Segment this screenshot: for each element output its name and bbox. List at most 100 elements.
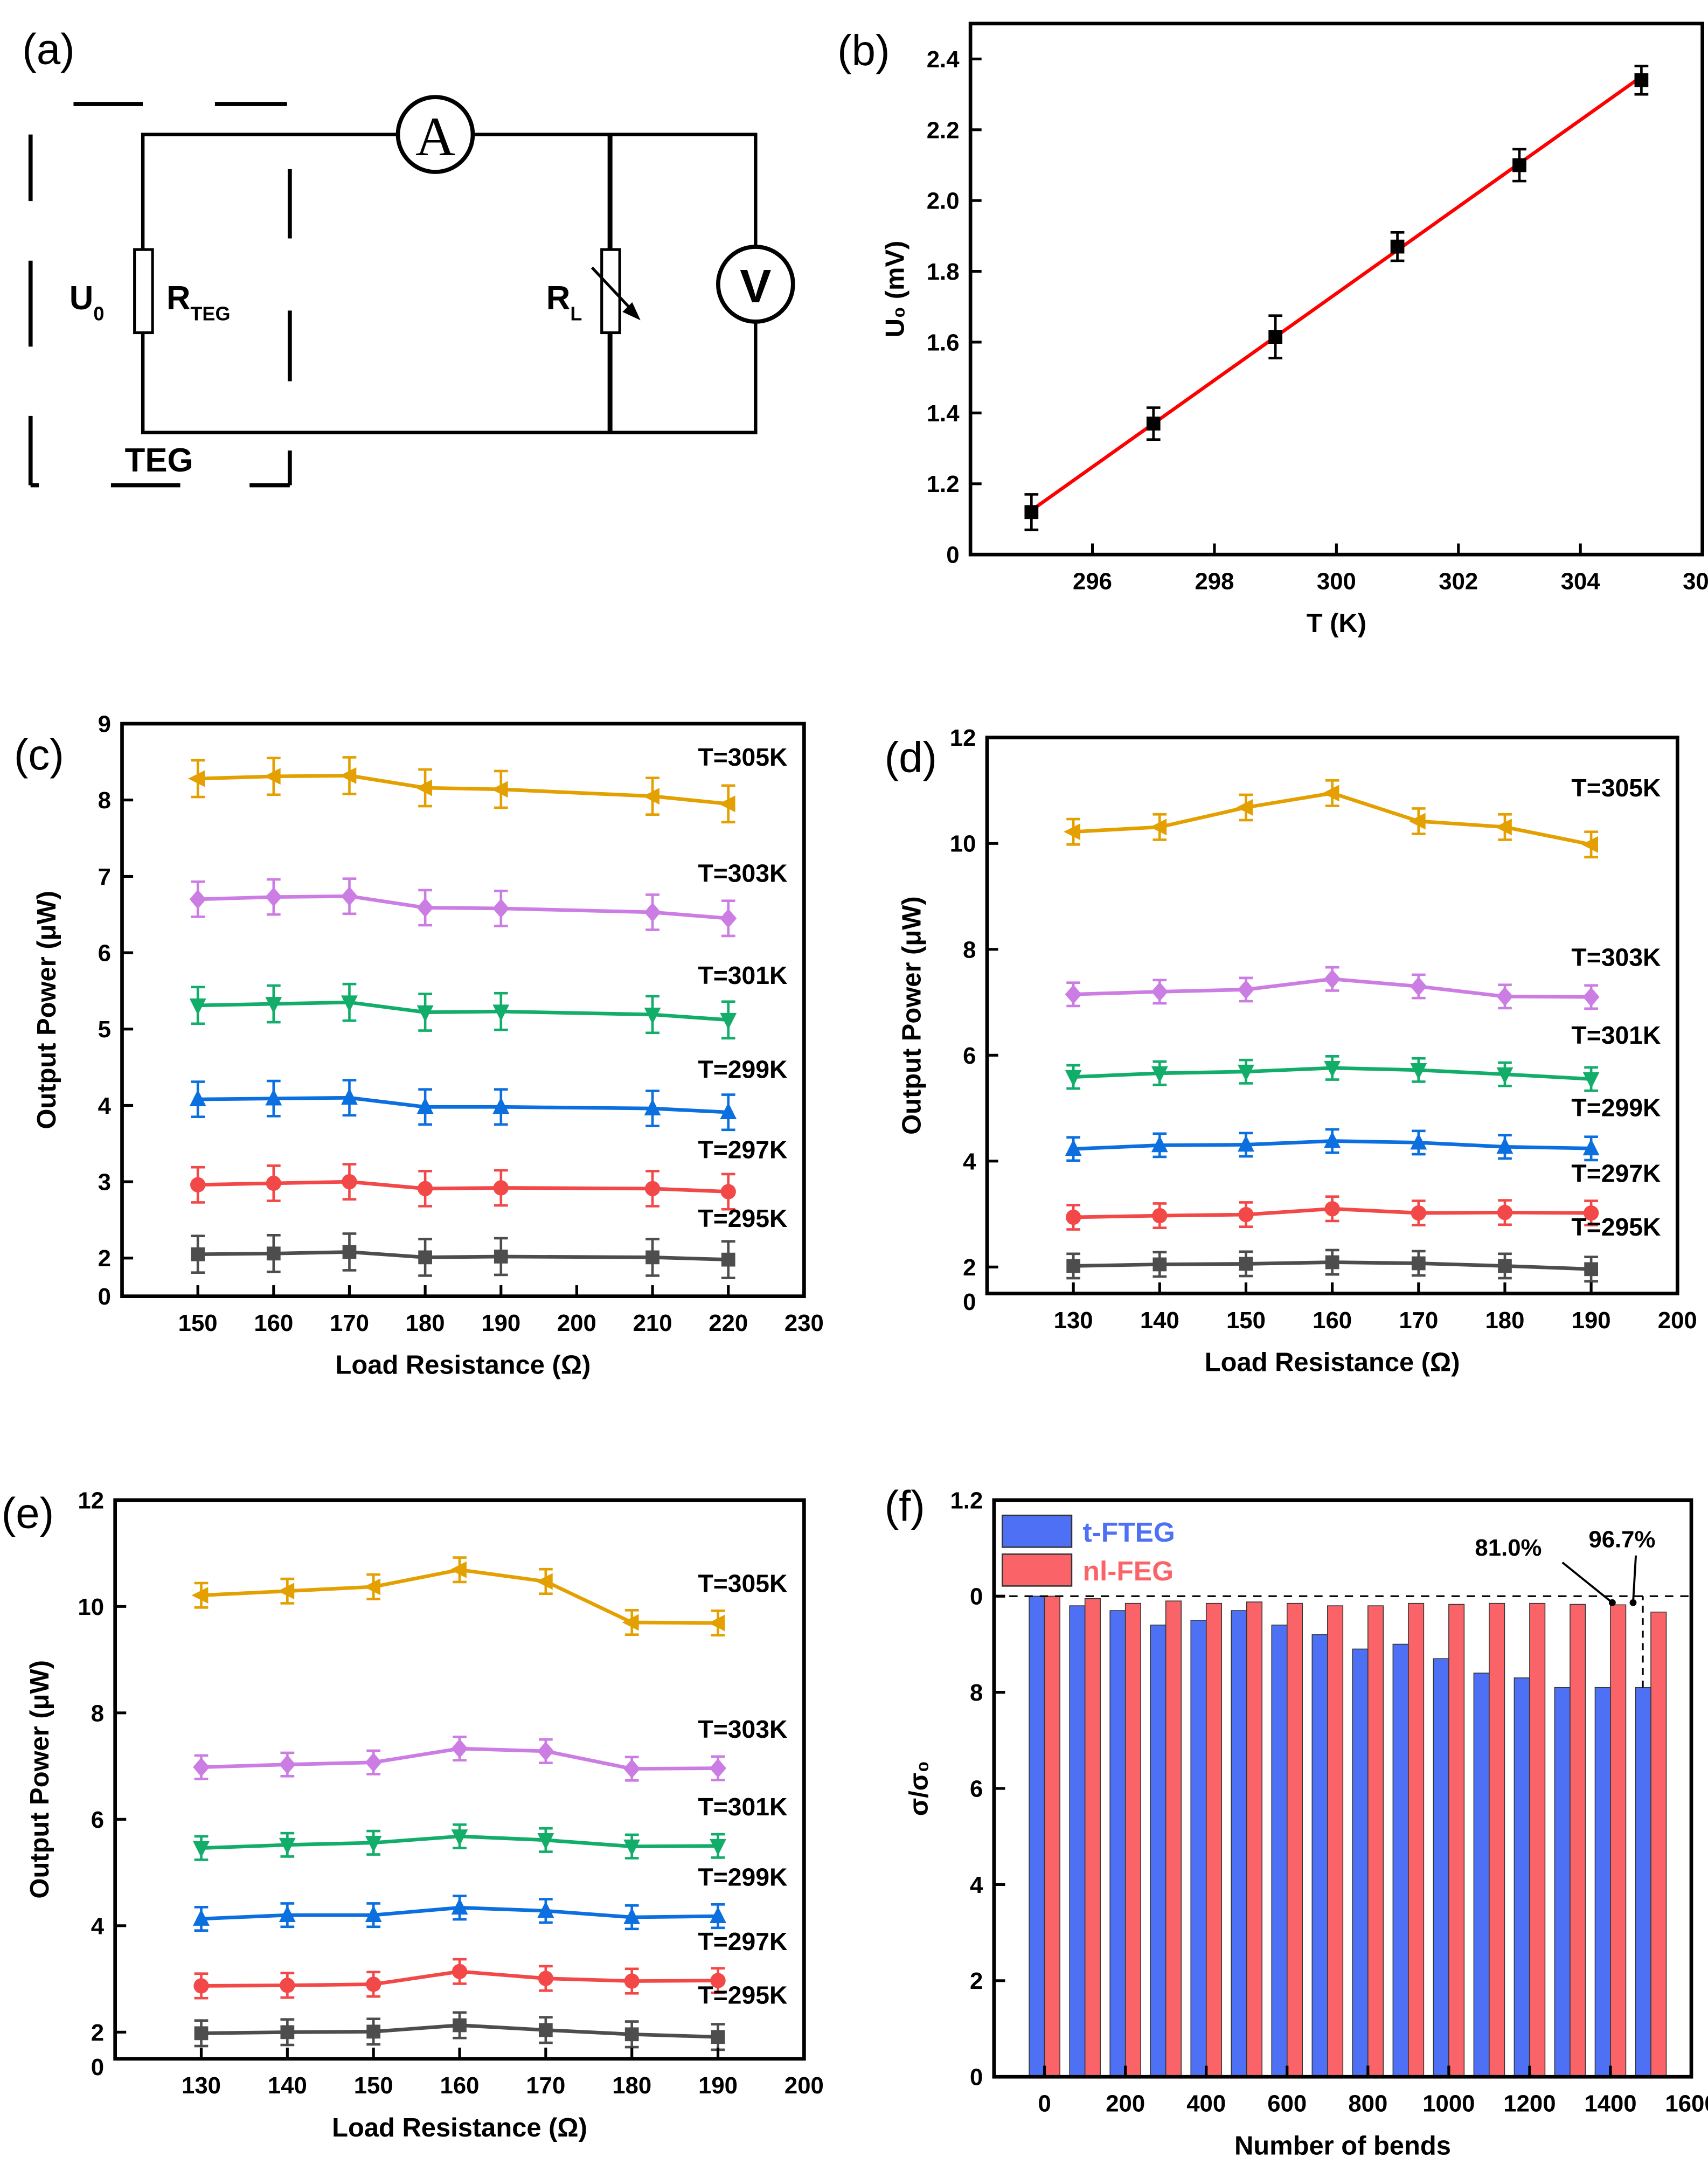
circle-marker [1066, 1209, 1081, 1225]
x-tick-label: 180 [612, 2072, 651, 2099]
series-label: T=297K [1571, 1160, 1661, 1188]
legend-label: t-FTEG [1083, 1516, 1175, 1548]
y-tick-label: 2.4 [927, 46, 960, 73]
bar-t-fteg [1069, 1605, 1086, 2077]
y-tick-label: 2 [91, 2020, 104, 2046]
y-tick-label: 3 [98, 1169, 111, 1196]
x-tick-label: 180 [406, 1310, 445, 1336]
triangle-up-marker [1582, 1139, 1600, 1156]
square-marker [1634, 73, 1649, 87]
x-tick-label: 160 [1313, 1307, 1352, 1334]
x-axis-label: Load Resistance (Ω) [1205, 1348, 1460, 1377]
variable-arrow-icon [591, 266, 635, 313]
diamond-marker [451, 1739, 468, 1759]
triangle-left-marker [1495, 819, 1512, 836]
r-l-main: R [546, 280, 571, 317]
voltmeter-icon [716, 245, 795, 324]
triangle-left-marker [1236, 799, 1253, 816]
x-tick-label: 200 [784, 2072, 824, 2099]
y-tick-label: 0 [98, 1284, 111, 1310]
square-marker [1325, 1255, 1339, 1270]
series-label: T=305K [1571, 774, 1661, 802]
y-tick-label: 4 [970, 1872, 983, 1898]
square-marker [266, 1246, 281, 1261]
triangle-left-marker [188, 770, 205, 787]
arrowhead-icon [622, 302, 641, 321]
x-tick-label: 298 [1195, 568, 1234, 594]
square-marker [645, 1250, 659, 1265]
series-data [1024, 65, 1649, 531]
series-label: T=295K [698, 1981, 788, 2009]
y-tick-label: 12 [950, 725, 976, 751]
x-axis-label: Load Resistance (Ω) [336, 1351, 591, 1380]
bar-t-fteg [1311, 1634, 1328, 2077]
panel-label-a: (a) [22, 25, 74, 73]
diamond-marker [193, 1757, 210, 1777]
y-tick-label: 6 [98, 940, 111, 967]
wire-bottom [141, 321, 758, 434]
triangle-down-marker [623, 1839, 641, 1856]
bar-t-fteg [1473, 1673, 1490, 2077]
series-label: T=297K [698, 1135, 788, 1163]
fit-line [1030, 75, 1643, 512]
y-tick-label: 1.8 [927, 259, 960, 285]
triangle-down-marker [341, 995, 358, 1012]
y-tick-label: 0 [970, 2064, 983, 2091]
circle-marker [266, 1175, 281, 1191]
triangle-down-marker [193, 1841, 210, 1858]
circle-marker [710, 1973, 726, 1988]
diamond-marker [623, 1759, 641, 1779]
triangle-up-marker [1410, 1133, 1427, 1150]
y-tick-label: 1.2 [950, 1487, 983, 1514]
circle-marker [493, 1180, 509, 1196]
square-marker [1066, 1259, 1081, 1273]
x-tick-label: 220 [709, 1310, 748, 1336]
legend-label: nl-FEG [1083, 1555, 1174, 1586]
series-t-295k [191, 1232, 735, 1279]
bar-t-fteg [1554, 1687, 1571, 2077]
bar-nl-feg [1650, 1611, 1667, 2077]
triangle-left-marker [718, 795, 735, 813]
chart-panel-d: T=305K T=303K T=301K T=299K T=297K T=295K 130 1… [885, 725, 1697, 1377]
x-tick-label: 600 [1267, 2091, 1307, 2117]
series-label: T=301K [698, 1793, 788, 1821]
triangle-left-marker [622, 1614, 639, 1631]
diamond-marker [1582, 987, 1600, 1007]
bar-nl-feg [1529, 1603, 1546, 2077]
bar-nl-feg [1084, 1598, 1101, 2077]
circle-marker [190, 1177, 206, 1192]
triangle-up-marker [193, 1909, 210, 1926]
chart-panel-c: T=305K T=303K T=301K T=299K T=297K T=295K 150 1… [14, 711, 824, 1379]
triangle-up-marker [710, 1906, 726, 1923]
y-tick-label: 9 [98, 711, 111, 737]
y-tick-label: 0 [963, 1289, 976, 1315]
triangle-up-marker [279, 1905, 296, 1922]
triangle-left-marker [1408, 813, 1426, 830]
triangle-up-marker [189, 1090, 206, 1106]
arrowhead-icon [1629, 1599, 1637, 1606]
series-label: T=301K [1571, 1021, 1661, 1049]
y-tick-label: 1.4 [927, 400, 960, 427]
triangle-down-marker [1496, 1067, 1513, 1084]
x-tick-label: 190 [481, 1310, 520, 1336]
square-marker [1390, 239, 1405, 254]
x-tick-label: 170 [1399, 1307, 1438, 1334]
r-teg-label: RTEG [166, 280, 231, 325]
circle-marker [193, 1978, 209, 1994]
x-tick-label: 190 [698, 2072, 738, 2099]
bar-nl-feg [1570, 1604, 1586, 2077]
triangle-down-marker [265, 997, 282, 1014]
diamond-marker [720, 908, 737, 928]
r-teg-sub: TEG [190, 302, 230, 324]
triangle-left-marker [536, 1573, 553, 1590]
chart-panel-e: T=305K T=303K T=301K T=299K T=297K T=295K 130 1… [2, 1487, 824, 2142]
square-marker [494, 1250, 508, 1264]
triangle-down-marker [1065, 1070, 1082, 1087]
diamond-marker [279, 1754, 296, 1774]
x-tick-label: 160 [254, 1310, 293, 1336]
triangle-left-marker [339, 767, 357, 784]
legend-swatch [1002, 1514, 1073, 1548]
triangle-down-marker [1582, 1072, 1600, 1089]
wire-top-right [473, 133, 758, 247]
